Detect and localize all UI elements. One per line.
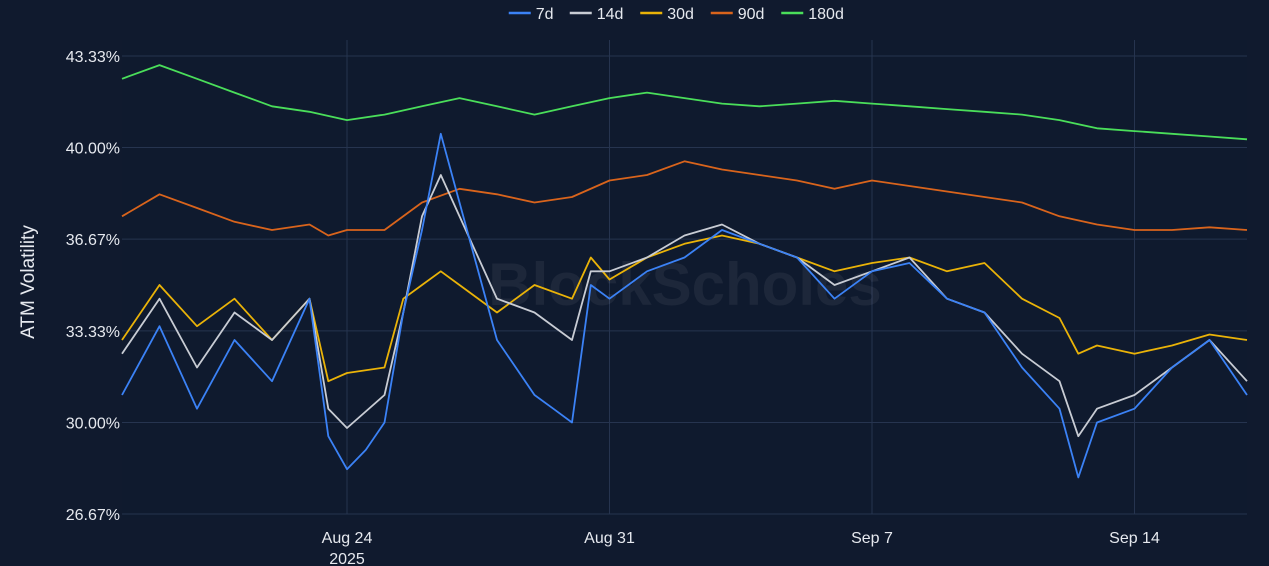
legend-label: 14d (597, 6, 624, 23)
y-tick-label: 33.33% (66, 324, 120, 341)
y-tick-label: 36.67% (66, 232, 120, 249)
series-line-14d (121, 174, 1248, 438)
x-tick-label: Aug 24 (322, 530, 373, 547)
series-line-30d (121, 234, 1248, 383)
legend-label: 180d (808, 6, 844, 23)
x-tick-label: Sep 7 (851, 530, 893, 547)
y-tick-label: 40.00% (66, 141, 120, 158)
y-tick-label: 30.00% (66, 415, 120, 432)
x-tick-label: Aug 31 (584, 530, 635, 547)
x-tick-year-label: 2025 (329, 551, 365, 566)
legend-item-7d[interactable]: 7d (508, 6, 554, 23)
y-tick-label: 43.33% (66, 49, 120, 66)
legend-label: 7d (536, 6, 554, 23)
legend-label: 30d (667, 6, 694, 23)
x-tick-label: Sep 14 (1109, 530, 1160, 547)
y-axis-title: ATM Volatility (18, 225, 39, 339)
y-axis: 43.33% 40.00% 36.67% 33.33% 30.00% 26.67% (66, 49, 120, 524)
watermark: BlockScholes (488, 251, 882, 318)
legend-item-180d[interactable]: 180d (781, 6, 844, 23)
series-line-7d (121, 132, 1248, 479)
y-tick-label: 26.67% (66, 507, 120, 524)
legend-label: 90d (738, 6, 765, 23)
grid-lines (122, 40, 1247, 515)
series-lines (121, 64, 1248, 479)
series-line-90d (121, 160, 1248, 237)
legend-item-30d[interactable]: 30d (640, 6, 694, 23)
legend-item-90d[interactable]: 90d (710, 6, 765, 23)
legend[interactable]: 7d 14d 30d 90d 180d (508, 6, 844, 23)
series-line-180d (121, 64, 1248, 141)
legend-item-14d[interactable]: 14d (569, 6, 624, 23)
x-axis: Aug 24 2025 Aug 31 Sep 7 Sep 14 (322, 530, 1160, 566)
